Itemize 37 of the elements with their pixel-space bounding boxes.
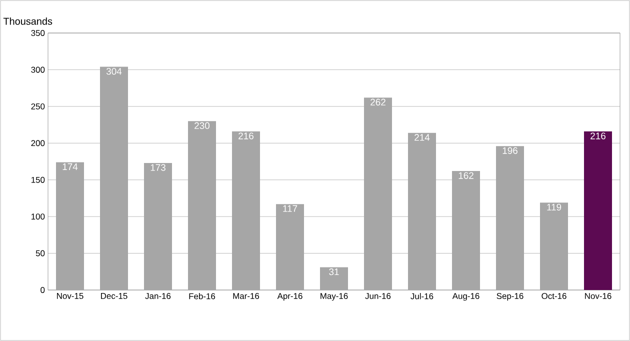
bar xyxy=(584,131,612,290)
data-label: 31 xyxy=(329,268,339,276)
y-tick-label: 50 xyxy=(36,250,45,256)
y-tick-label: 0 xyxy=(40,287,45,293)
x-tick-label: Oct-16 xyxy=(542,293,566,300)
data-label: 174 xyxy=(62,163,78,170)
y-tick-label: 150 xyxy=(31,176,45,183)
data-label: 117 xyxy=(283,205,298,212)
data-label: 196 xyxy=(502,147,518,154)
data-label: 216 xyxy=(238,132,254,140)
x-tick-label: Jan-16 xyxy=(145,293,171,300)
x-tick-label: Sep-16 xyxy=(496,293,524,301)
x-tick-label: Dec-15 xyxy=(101,293,128,299)
x-tick-label: Feb-16 xyxy=(189,293,216,300)
y-tick-label: 100 xyxy=(31,214,45,220)
y-tick-label: 350 xyxy=(31,30,45,36)
data-label: 304 xyxy=(106,68,122,75)
x-tick-label: Nov-16 xyxy=(585,293,612,300)
data-label: 162 xyxy=(458,172,474,179)
x-tick-label: Mar-16 xyxy=(233,293,260,300)
x-tick-label: Apr-16 xyxy=(277,293,302,301)
y-tick-label: 200 xyxy=(31,140,45,146)
x-tick-label: May-16 xyxy=(320,293,348,301)
y-tick-label: 250 xyxy=(31,103,45,110)
data-label: 214 xyxy=(414,134,430,141)
x-tick-label: Aug-16 xyxy=(452,293,480,301)
bar xyxy=(320,267,348,290)
y-tick-label: 300 xyxy=(31,66,45,73)
y-axis-title: Thousands xyxy=(3,17,52,25)
data-label: 230 xyxy=(194,122,210,130)
x-tick-label: Nov-15 xyxy=(57,293,84,299)
x-tick-label: Jun-16 xyxy=(365,293,391,300)
x-tick-label: Jul-16 xyxy=(410,293,434,300)
data-label: 173 xyxy=(150,164,166,171)
data-label: 119 xyxy=(547,204,562,211)
data-label: 216 xyxy=(590,132,606,140)
data-label: 262 xyxy=(370,98,386,106)
